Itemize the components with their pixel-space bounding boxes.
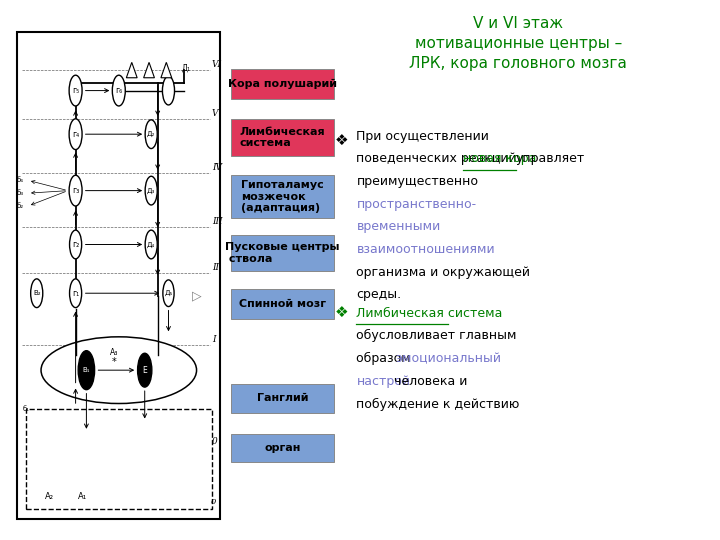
Text: ▷: ▷: [192, 289, 202, 302]
FancyBboxPatch shape: [231, 434, 334, 462]
Text: временными: временными: [356, 220, 441, 233]
Text: IV: IV: [212, 163, 222, 172]
Text: В₁: В₁: [83, 367, 90, 373]
FancyBboxPatch shape: [231, 69, 334, 99]
Text: I: I: [212, 335, 215, 344]
Text: В₂: В₂: [33, 290, 40, 296]
Circle shape: [69, 75, 82, 106]
FancyBboxPatch shape: [17, 31, 220, 519]
Text: V и VI этаж
мотивационные центры –
ЛРК, кора головного мозга: V и VI этаж мотивационные центры – ЛРК, …: [410, 16, 627, 71]
Text: орган: орган: [264, 443, 301, 453]
Text: Лимбическая
система: Лимбическая система: [240, 127, 325, 148]
Text: новая кора: новая кора: [462, 152, 540, 165]
Text: б₃: б₃: [17, 190, 24, 196]
Circle shape: [138, 353, 152, 387]
Circle shape: [69, 119, 82, 150]
Text: среды.: среды.: [356, 288, 402, 301]
Text: Спинной мозг: Спинной мозг: [239, 299, 326, 309]
Text: б₄: б₄: [17, 177, 24, 184]
Text: VI: VI: [212, 60, 222, 70]
Polygon shape: [161, 62, 172, 78]
Text: поведенческих реакций: поведенческих реакций: [356, 152, 521, 165]
Text: Д₁: Д₁: [181, 64, 191, 73]
FancyBboxPatch shape: [26, 409, 212, 509]
Text: организма и окружающей: организма и окружающей: [356, 266, 531, 279]
Text: г₆: г₆: [115, 86, 122, 95]
Text: обусловливает главным: обусловливает главным: [356, 329, 517, 342]
Text: 0: 0: [212, 437, 217, 447]
Text: ❖: ❖: [336, 305, 348, 320]
Text: Кора полушарий: Кора полушарий: [228, 79, 337, 89]
Circle shape: [31, 279, 42, 308]
Circle shape: [145, 230, 157, 259]
Text: Лимбическая система: Лимбическая система: [356, 307, 503, 320]
Text: преимущественно: преимущественно: [356, 175, 478, 188]
Text: образом: образом: [356, 352, 415, 365]
Text: II: II: [212, 263, 219, 272]
Text: побуждение к действию: побуждение к действию: [356, 397, 520, 410]
FancyBboxPatch shape: [231, 235, 334, 271]
Text: б₂: б₂: [17, 203, 24, 209]
Text: III: III: [212, 217, 222, 226]
Circle shape: [69, 175, 82, 206]
Text: При осуществлении: При осуществлении: [356, 130, 490, 143]
Text: человека и: человека и: [390, 375, 467, 388]
Circle shape: [163, 280, 174, 307]
FancyBboxPatch shape: [231, 289, 334, 319]
Circle shape: [70, 230, 81, 259]
Text: г₁: г₁: [72, 289, 79, 298]
Text: ❖: ❖: [336, 133, 348, 148]
Polygon shape: [127, 62, 138, 78]
Circle shape: [78, 350, 94, 390]
Text: пространственно-: пространственно-: [356, 198, 477, 211]
Text: Д₄: Д₄: [147, 241, 156, 247]
Text: г₂: г₂: [72, 240, 79, 249]
Text: *: *: [112, 357, 117, 368]
Text: б₁: б₁: [22, 406, 30, 411]
Text: управляет: управляет: [516, 152, 585, 165]
Circle shape: [112, 75, 125, 106]
Circle shape: [70, 279, 81, 308]
FancyBboxPatch shape: [231, 119, 334, 156]
Ellipse shape: [41, 337, 197, 403]
Circle shape: [163, 76, 174, 105]
Circle shape: [145, 120, 157, 148]
FancyBboxPatch shape: [231, 175, 334, 218]
Text: V: V: [212, 109, 218, 118]
Text: E: E: [143, 366, 147, 375]
Text: Д₅: Д₅: [164, 290, 173, 296]
Text: Ганглий: Ганглий: [257, 393, 308, 403]
Text: A₃: A₃: [110, 348, 119, 357]
Text: 0: 0: [211, 498, 216, 506]
Text: Д₃: Д₃: [147, 187, 156, 194]
Text: г₅: г₅: [72, 86, 79, 95]
Text: г₃: г₃: [72, 186, 79, 195]
Text: настрой: настрой: [356, 375, 410, 388]
Text: эмоциональный: эмоциональный: [395, 352, 501, 365]
Text: взаимоотношениями: взаимоотношениями: [356, 243, 495, 256]
FancyBboxPatch shape: [231, 384, 334, 413]
Text: Д₂: Д₂: [147, 131, 156, 137]
Text: Пусковые центры
 ствола: Пусковые центры ствола: [225, 242, 340, 264]
Text: A₂: A₂: [45, 492, 54, 501]
Text: г₄: г₄: [72, 130, 79, 139]
Polygon shape: [144, 62, 155, 78]
Text: A₁: A₁: [78, 492, 86, 501]
Text: Гипоталамус
мозжечок
(адаптация): Гипоталамус мозжечок (адаптация): [241, 180, 324, 213]
Circle shape: [145, 176, 157, 205]
